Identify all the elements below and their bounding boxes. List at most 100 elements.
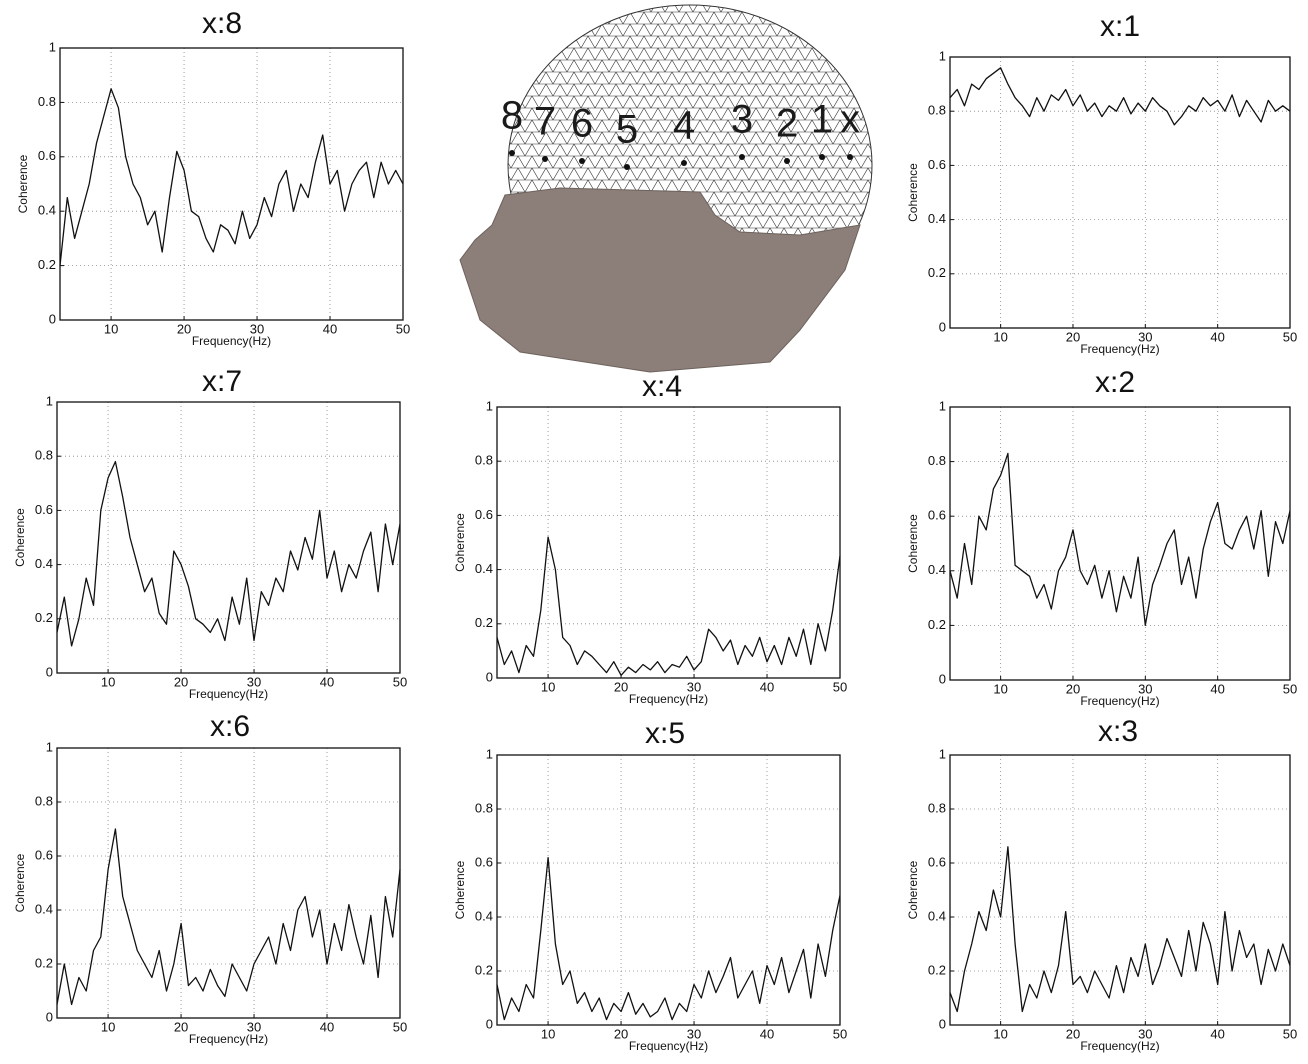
y-tick-label: 0.8 [928,103,946,118]
x-tick-label: 20 [614,679,628,694]
chart-panel: 0 0.2 0.4 0.6 0.8 1 10 20 30 40 50 x:8 Frequency(Hz)… [16,7,410,348]
y-tick-label: 1 [486,746,493,761]
x-tick-label: 10 [101,674,115,689]
y-tick-label: 1 [939,48,946,63]
y-tick-label: 0 [46,1009,53,1024]
plot-background [950,407,1290,680]
y-tick-label: 0.8 [475,800,493,815]
electrode-dot [579,158,585,164]
plot-frame [496,754,841,1026]
y-axis-label: Coherence [453,860,467,919]
electrode-label: 8 [501,94,523,138]
data-line [949,67,1291,126]
plot-background [497,755,840,1025]
y-tick-label: 0 [46,664,53,679]
y-axis-label: Coherence [906,860,920,919]
chart-panel: 0 0.2 0.4 0.6 0.8 1 10 20 30 40 50 x:4 Frequency(Hz)… [453,370,847,706]
x-tick-label: 40 [760,679,774,694]
y-tick-label: 0.6 [928,157,946,172]
plot-frame [56,747,401,1019]
x-axis-label: Frequency(Hz) [1080,1039,1159,1053]
y-tick-label: 0.4 [928,211,946,226]
head-model [459,4,873,373]
x-tick-label: 20 [1066,681,1080,696]
y-tick-label: 1 [486,398,493,413]
y-tick-label: 0.4 [928,908,946,923]
chart-panel: 0 0.2 0.4 0.6 0.8 1 10 20 30 40 50 x:1 Frequency(Hz)… [906,10,1297,356]
x-axis-label: Frequency(Hz) [1080,694,1159,708]
x-tick-label: 20 [614,1026,628,1041]
x-tick-label: 10 [993,1026,1007,1041]
chart-title: x:7 [202,365,242,398]
x-tick-label: 10 [101,1019,115,1034]
x-tick-label: 10 [541,1026,555,1041]
y-tick-label: 0.8 [475,453,493,468]
x-tick-label: 10 [541,679,555,694]
x-tick-label: 50 [396,321,410,336]
x-tick-label: 10 [993,329,1007,344]
x-tick-label: 40 [1210,329,1224,344]
plot-frame [56,401,401,674]
plot-background [60,48,403,320]
chart-title: x:4 [642,370,682,403]
y-tick-label: 0.2 [928,617,946,632]
plot-frame [949,406,1291,681]
plot-background [497,407,840,678]
electrode-dot [681,160,687,166]
y-tick-label: 0.2 [475,962,493,977]
electrode-dot [847,154,853,160]
electrode-dot [819,154,825,160]
y-axis-label: Coherence [13,853,27,912]
y-axis-label: Coherence [906,514,920,573]
x-tick-label: 30 [247,674,261,689]
x-tick-label: 40 [320,1019,334,1034]
y-tick-label: 1 [939,746,946,761]
y-tick-label: 0.2 [38,257,56,272]
electrode-label: 2 [776,102,798,146]
x-axis-label: Frequency(Hz) [629,1039,708,1053]
y-tick-label: 0.8 [928,800,946,815]
y-tick-label: 0.6 [475,854,493,869]
y-tick-label: 1 [49,39,56,54]
y-tick-label: 0.6 [928,508,946,523]
y-tick-label: 0.4 [35,901,53,916]
y-tick-label: 0.4 [35,556,53,571]
y-tick-label: 0 [49,311,56,326]
chart-panel: 0 0.2 0.4 0.6 0.8 1 10 20 30 40 50 x:6 Frequency(Hz)… [13,710,407,1046]
chart-panel: 0 0.2 0.4 0.6 0.8 1 10 20 30 40 50 x:5 Frequency(Hz)… [453,717,847,1053]
y-tick-label: 1 [46,739,53,754]
chart-panel: 0 0.2 0.4 0.6 0.8 1 10 20 30 40 50 x:2 Frequency(Hz)… [906,366,1297,708]
x-tick-label: 30 [1138,681,1152,696]
x-tick-label: 10 [993,681,1007,696]
electrode-dot [542,156,548,162]
y-tick-label: 0.6 [38,148,56,163]
x-tick-label: 20 [1066,1026,1080,1041]
y-tick-label: 0.8 [38,94,56,109]
electrode-dot [784,158,790,164]
y-tick-label: 0 [939,671,946,686]
chart-panel: 0 0.2 0.4 0.6 0.8 1 10 20 30 40 50 x:3 Frequency(Hz)… [906,715,1297,1053]
y-tick-label: 0.6 [35,847,53,862]
x-tick-label: 30 [247,1019,261,1034]
x-tick-label: 50 [1283,681,1297,696]
data-line [496,536,841,676]
x-axis-label: Frequency(Hz) [189,1032,268,1046]
electrode-dot [624,164,630,170]
y-tick-label: 0.4 [38,203,56,218]
x-tick-label: 20 [1066,329,1080,344]
x-tick-label: 40 [320,674,334,689]
x-tick-label: 40 [760,1026,774,1041]
electrode-label: 3 [731,98,753,142]
x-tick-label: 50 [1283,1026,1297,1041]
electrode-label: 1 [811,98,833,142]
x-tick-label: 40 [1210,1026,1224,1041]
plot-frame [949,56,1291,329]
head-face [459,187,861,373]
electrode-label: 6 [571,102,593,146]
x-tick-label: 30 [687,679,701,694]
x-tick-label: 30 [1138,329,1152,344]
y-tick-label: 0.6 [35,502,53,517]
x-tick-label: 50 [393,674,407,689]
